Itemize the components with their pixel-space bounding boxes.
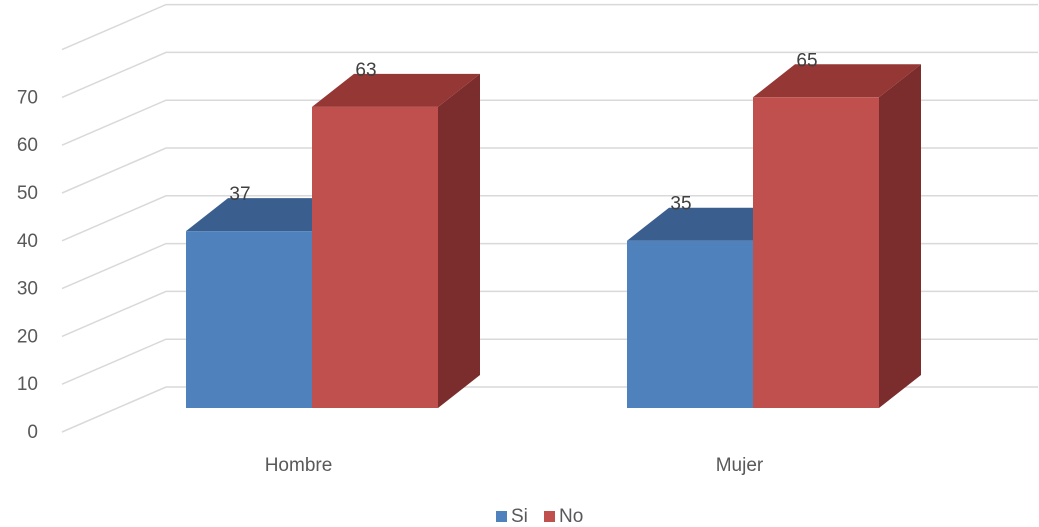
bar-side-face bbox=[438, 73, 480, 409]
gridline bbox=[61, 147, 1038, 194]
bar-front-face bbox=[186, 231, 312, 408]
bar-top-face bbox=[312, 73, 480, 107]
y-tick-label: 70 bbox=[17, 87, 38, 108]
gridline bbox=[61, 99, 1038, 146]
bar-top-face bbox=[753, 64, 921, 98]
plot-area bbox=[186, 64, 921, 409]
data-label: 37 bbox=[229, 184, 250, 205]
gridline bbox=[61, 195, 1038, 242]
y-tick-label: 50 bbox=[17, 183, 38, 204]
y-tick-label: 0 bbox=[27, 422, 38, 443]
legend-label: Si bbox=[511, 506, 528, 527]
data-label: 35 bbox=[670, 194, 691, 215]
data-label: 63 bbox=[355, 60, 376, 81]
legend-swatch bbox=[496, 511, 507, 522]
grid-layer bbox=[61, 3, 1038, 433]
data-label: 65 bbox=[796, 50, 817, 71]
y-tick-label: 10 bbox=[17, 374, 38, 395]
bar-hombre-no bbox=[312, 73, 480, 409]
bar-front-face bbox=[627, 240, 753, 408]
legend: Si No bbox=[496, 506, 583, 527]
y-tick-label: 20 bbox=[17, 326, 38, 347]
bar-front-face bbox=[753, 97, 879, 409]
x-axis: Hombre Mujer bbox=[265, 455, 764, 476]
y-tick-label: 40 bbox=[17, 231, 38, 252]
legend-swatch bbox=[544, 511, 555, 522]
gridline bbox=[61, 3, 1038, 51]
y-axis: 0 10 20 30 40 50 60 70 bbox=[17, 87, 38, 443]
y-tick-label: 60 bbox=[17, 135, 38, 156]
gridline bbox=[61, 51, 1038, 99]
legend-label: No bbox=[559, 506, 583, 527]
bar-mujer-no bbox=[753, 64, 921, 409]
x-category-label: Mujer bbox=[716, 455, 764, 476]
data-labels: 37 63 35 65 bbox=[229, 50, 817, 214]
y-tick-label: 30 bbox=[17, 279, 38, 300]
x-category-label: Hombre bbox=[265, 455, 333, 476]
bar-front-face bbox=[312, 106, 438, 409]
bar-side-face bbox=[879, 64, 921, 409]
